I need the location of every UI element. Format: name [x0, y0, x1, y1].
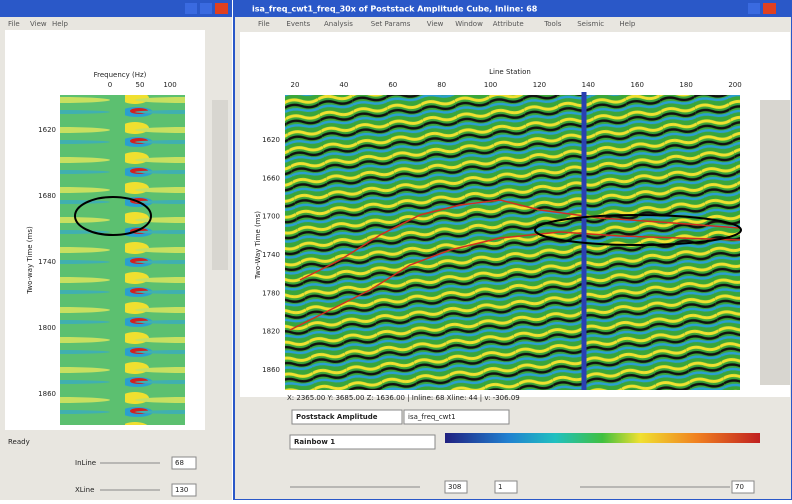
- x-tick-label: 40: [339, 81, 348, 89]
- x-tick-label: 100: [484, 81, 497, 89]
- maximize[interactable]: [200, 3, 212, 14]
- x-tick-label: 60: [388, 81, 397, 89]
- close[interactable]: [763, 3, 776, 14]
- menu-item[interactable]: Seismic: [577, 20, 604, 28]
- y-tick-label: 1800: [38, 324, 56, 332]
- y-axis-label: Two-way Time (ms): [26, 226, 34, 295]
- close[interactable]: [215, 3, 228, 14]
- left-menu: File View Help: [8, 20, 69, 28]
- x-tick-label: 140: [582, 81, 595, 89]
- x-tick-label: 80: [437, 81, 446, 89]
- slider-value: 70: [735, 483, 744, 491]
- y-axis-label: Two-Way Time (ms): [254, 211, 262, 280]
- y-tick-label: 1680: [38, 192, 56, 200]
- menu-item[interactable]: Attribute: [493, 20, 524, 28]
- y-tick-label: 1740: [262, 251, 280, 259]
- colorbar: [445, 433, 760, 443]
- right-toolbar: [760, 100, 790, 385]
- y-tick-label: 1700: [262, 213, 280, 221]
- y-tick-label: 1620: [262, 136, 280, 144]
- y-tick-label: 1620: [38, 126, 56, 134]
- y-tick-label: 1740: [38, 258, 56, 266]
- xline-label: XLine: [75, 486, 94, 494]
- inline-label: InLine: [75, 459, 96, 467]
- colormap: Rainbow 1: [294, 438, 335, 446]
- maximize[interactable]: [748, 3, 760, 14]
- attribute: isa_freq_cwt1: [408, 413, 456, 421]
- x-tick-label: 100: [163, 81, 176, 89]
- menu-item[interactable]: Analysis: [324, 20, 353, 28]
- seismic-image: [285, 95, 740, 390]
- x-tick-label: 50: [136, 81, 145, 89]
- status: X: 2365.00 Y: 3685.00 Z: 1636.00 | Inlin…: [287, 394, 520, 402]
- slider-value: 1: [498, 483, 502, 491]
- menu-item[interactable]: Help: [619, 20, 636, 28]
- dataset: Poststack Amplitude: [296, 413, 378, 421]
- x-tick-label: 120: [533, 81, 546, 89]
- menu-item[interactable]: Set Params: [371, 20, 411, 28]
- x-tick-label: 0: [108, 81, 112, 89]
- x-tick-label: 20: [291, 81, 300, 89]
- minimize[interactable]: [185, 3, 197, 14]
- menu-item[interactable]: File: [8, 20, 20, 28]
- menu-item[interactable]: Window: [455, 20, 483, 28]
- x-tick-label: 160: [631, 81, 644, 89]
- y-tick-label: 1860: [262, 366, 280, 374]
- menu-item[interactable]: Tools: [543, 20, 562, 28]
- left-title-bar: [0, 0, 232, 17]
- y-tick-label: 1820: [262, 328, 280, 336]
- slider-value: 308: [448, 483, 461, 491]
- y-tick-label: 1860: [38, 390, 56, 398]
- x-axis-label: Frequency (Hz): [94, 71, 147, 79]
- y-tick-label: 1780: [262, 289, 280, 297]
- menu-item[interactable]: Events: [286, 20, 310, 28]
- status: Ready: [8, 438, 30, 446]
- menu-item[interactable]: Help: [52, 20, 69, 28]
- x-tick-label: 180: [679, 81, 692, 89]
- x-axis-label: Line Station: [489, 68, 531, 76]
- right-title: isa_freq_cwt1_freq_30x of Poststack Ampl…: [252, 5, 538, 14]
- menu-item[interactable]: File: [258, 20, 270, 28]
- inline-value: 68: [175, 459, 184, 467]
- menu-item[interactable]: View: [427, 20, 444, 28]
- left-toolbar: [212, 100, 228, 270]
- xline-value: 130: [175, 486, 188, 494]
- x-tick-label: 200: [728, 81, 741, 89]
- y-tick-label: 1660: [262, 174, 280, 182]
- screen: File View Help Frequency (Hz) 0 50 100 Two-w…: [0, 0, 792, 500]
- menu-item[interactable]: View: [30, 20, 47, 28]
- frequency-image: [60, 95, 185, 425]
